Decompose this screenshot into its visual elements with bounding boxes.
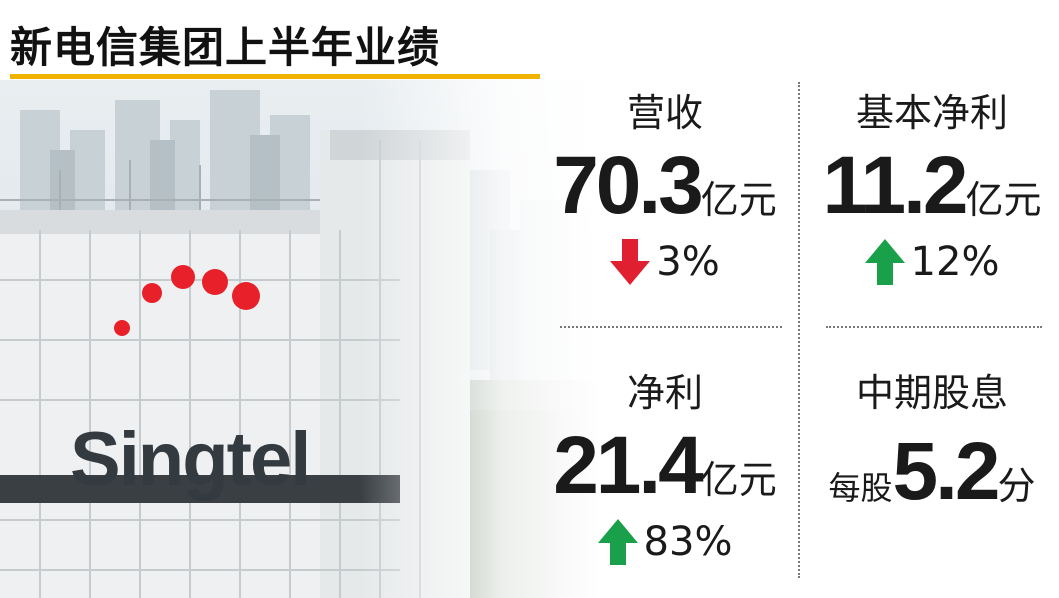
stat-label: 净利 <box>626 371 703 415</box>
stat-change: 12% <box>812 239 1052 285</box>
page-title: 新电信集团上半年业绩 <box>10 23 441 72</box>
stat-core-net-profit: 基本净利 11.2亿元 12% <box>812 82 1052 285</box>
arrow-up-icon <box>864 239 905 285</box>
stat-value: 11.2亿元 <box>822 140 1042 231</box>
stat-label: 中期股息 <box>855 371 1008 415</box>
stat-value: 21.4亿元 <box>553 420 777 511</box>
stat-revenue: 营收 70.3亿元 3% <box>545 82 785 285</box>
vertical-divider <box>798 82 800 578</box>
stat-value: 每股5.2分 <box>828 426 1036 517</box>
stat-value: 70.3亿元 <box>553 140 777 231</box>
horizontal-divider-left <box>560 326 782 328</box>
title-underline <box>10 74 540 79</box>
singtel-logo: Singtel <box>70 417 311 502</box>
horizontal-divider-right <box>826 326 1042 328</box>
stat-change: 83% <box>545 519 785 565</box>
arrow-up-icon <box>597 519 638 565</box>
logo-dots <box>114 265 260 336</box>
stat-label: 基本净利 <box>855 91 1008 135</box>
building-photo: Singtel <box>0 80 600 598</box>
stat-interim-dividend: 中期股息 每股5.2分 <box>812 362 1052 513</box>
stat-net-profit: 净利 21.4亿元 83% <box>545 362 785 565</box>
arrow-down-icon <box>610 239 651 285</box>
stat-change: 3% <box>545 239 785 285</box>
stat-label: 营收 <box>626 91 703 135</box>
